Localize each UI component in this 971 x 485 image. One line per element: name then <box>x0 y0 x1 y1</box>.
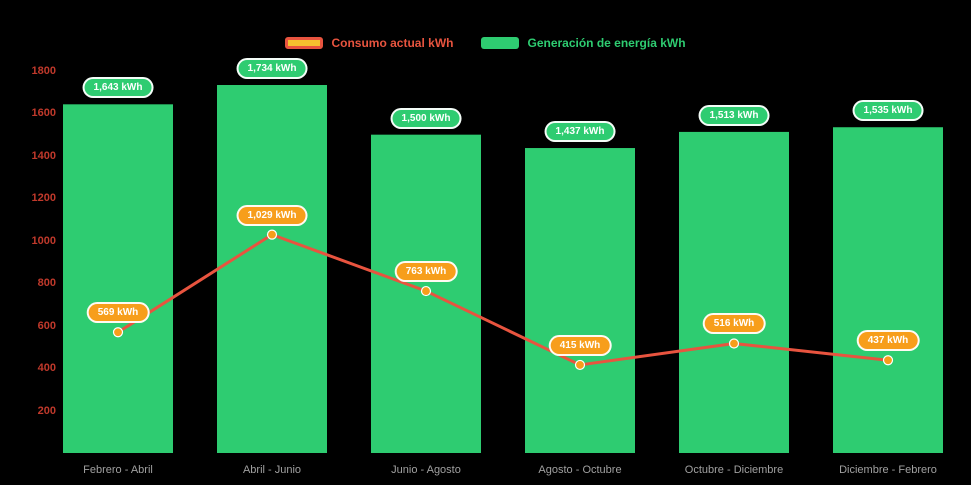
legend-label-generacion: Generación de energía kWh <box>527 36 686 50</box>
line-point-Febrero - Abril[interactable] <box>112 327 124 338</box>
line-point-Abril - Junio[interactable] <box>266 229 278 240</box>
legend-item-consumo[interactable]: Consumo actual kWh <box>285 36 453 50</box>
legend-item-generacion[interactable]: Generación de energía kWh <box>481 36 686 50</box>
bar-Febrero - Abril[interactable] <box>63 104 173 454</box>
legend-label-consumo: Consumo actual kWh <box>331 36 454 50</box>
line-point-Diciembre - Febrero[interactable] <box>882 355 894 366</box>
bar-Abril - Junio[interactable] <box>217 85 327 454</box>
bar-Diciembre - Febrero[interactable] <box>833 127 943 453</box>
line-series-marker-icon <box>285 37 324 49</box>
bar-Agosto - Octubre[interactable] <box>525 148 635 453</box>
bar-series-marker-icon <box>481 37 520 49</box>
line-point-Agosto - Octubre[interactable] <box>574 359 586 371</box>
line-point-Junio - Agosto[interactable] <box>420 285 432 297</box>
line-point-Octubre - Diciembre[interactable] <box>728 338 740 349</box>
consumption-line <box>117 233 889 367</box>
legend: Consumo actual kWh Generación de energía … <box>0 36 971 50</box>
bar-Octubre - Diciembre[interactable] <box>679 131 789 453</box>
